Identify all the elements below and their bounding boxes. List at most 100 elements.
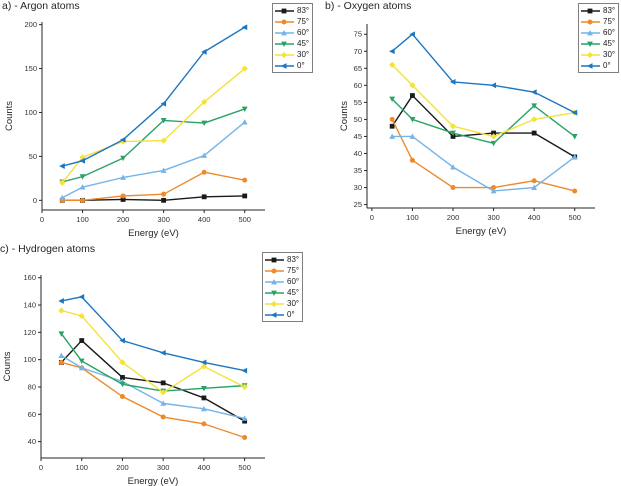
- svg-text:100: 100: [76, 215, 89, 224]
- marker-triangle-down: [531, 103, 538, 109]
- chart-argon-atoms: a) - Argon atoms 0 100 200 300 400 500 0 50 100 1…: [0, 0, 321, 243]
- svg-text:150: 150: [24, 64, 37, 73]
- marker-triangle-left: [160, 349, 166, 356]
- series-line-75°: [61, 361, 245, 439]
- legend-label: 0°: [603, 61, 611, 70]
- marker-triangle-down: [490, 140, 497, 147]
- marker-square: [161, 197, 167, 203]
- marker-square: [587, 8, 593, 13]
- marker-triangle-down: [271, 290, 277, 296]
- series-line-45°: [62, 108, 245, 183]
- legend-item-60°: 60°: [275, 27, 309, 38]
- marker-triangle-down: [119, 381, 126, 388]
- marker-circle: [201, 169, 207, 175]
- legend-label: 60°: [603, 28, 616, 37]
- legend-item-45°: 45°: [265, 287, 299, 298]
- marker-triangle-left: [280, 62, 287, 69]
- series-line-75°: [391, 119, 575, 192]
- marker-triangle-left: [201, 48, 207, 55]
- marker-triangle-down: [409, 117, 416, 123]
- marker-diamond: [241, 65, 248, 72]
- marker-triangle-down: [201, 385, 207, 392]
- svg-text:0: 0: [370, 213, 374, 222]
- marker-circle: [389, 116, 395, 122]
- legend-argon: 83° 75° 60° 45° 30° 0°: [272, 3, 314, 73]
- marker-diamond: [531, 116, 538, 123]
- legend-item-0°: 0°: [581, 60, 615, 71]
- marker-triangle-up: [59, 194, 66, 201]
- svg-text:400: 400: [198, 215, 211, 224]
- marker-diamond: [201, 98, 208, 106]
- marker-triangle-up: [389, 133, 396, 139]
- svg-text:60: 60: [28, 410, 36, 419]
- svg-text:45: 45: [354, 132, 362, 141]
- marker-diamond: [119, 359, 126, 366]
- svg-text:120: 120: [23, 328, 36, 337]
- svg-text:65: 65: [354, 64, 362, 73]
- legend-label: 60°: [287, 277, 300, 286]
- svg-text:80: 80: [28, 382, 36, 391]
- marker-triangle-down: [160, 117, 167, 124]
- svg-text:500: 500: [238, 463, 251, 472]
- marker-circle: [587, 19, 593, 24]
- legend-label: 0°: [297, 61, 305, 70]
- marker-triangle-left: [200, 359, 207, 366]
- legend-item-0°: 0°: [265, 309, 299, 320]
- marker-triangle-down: [587, 41, 593, 47]
- legend-item-75°: 75°: [265, 265, 299, 276]
- legend-label: 83°: [297, 6, 310, 15]
- marker-square: [201, 395, 207, 401]
- marker-diamond: [160, 389, 167, 396]
- marker-square: [79, 338, 85, 343]
- marker-diamond: [78, 312, 85, 320]
- svg-text:500: 500: [238, 215, 251, 224]
- marker-circle: [450, 185, 456, 191]
- legend-item-30°: 30°: [581, 49, 615, 60]
- marker-triangle-down: [120, 155, 126, 162]
- marker-triangle-down: [281, 41, 287, 47]
- x-axis-label: Energy (eV): [128, 476, 179, 486]
- marker-circle: [531, 178, 537, 184]
- series-line-30°: [61, 68, 246, 184]
- series-line-60°: [392, 135, 576, 192]
- svg-text:60: 60: [354, 81, 362, 90]
- marker-triangle-up: [450, 164, 456, 170]
- marker-triangle-up: [409, 133, 416, 139]
- marker-square: [450, 134, 456, 139]
- series-line-30°: [391, 64, 575, 138]
- legend-label: 75°: [297, 17, 310, 26]
- marker-square: [389, 123, 395, 129]
- svg-text:70: 70: [354, 47, 362, 56]
- marker-triangle-left: [241, 367, 248, 374]
- svg-text:160: 160: [23, 273, 36, 282]
- marker-triangle-down: [450, 130, 456, 137]
- marker-square: [120, 197, 126, 202]
- marker-triangle-left: [270, 311, 277, 318]
- marker-triangle-left: [59, 163, 65, 169]
- chart-title-hydrogen: c) - Hydrogen atoms: [0, 243, 96, 255]
- series-line-0°: [62, 26, 246, 167]
- chart-title-oxygen: b) - Oxygen atoms: [325, 0, 412, 12]
- marker-triangle-left: [79, 157, 86, 164]
- marker-triangle-left: [490, 82, 497, 89]
- legend-item-83°: 83°: [265, 254, 299, 265]
- legend-label: 45°: [287, 288, 300, 297]
- marker-circle: [160, 414, 166, 420]
- legend-item-30°: 30°: [265, 298, 299, 309]
- marker-diamond: [241, 383, 248, 391]
- marker-square: [281, 8, 287, 13]
- marker-triangle-up: [201, 152, 208, 158]
- marker-square: [410, 93, 415, 98]
- marker-circle: [271, 268, 277, 273]
- series-line-83°: [60, 339, 245, 422]
- marker-triangle-up: [531, 184, 538, 190]
- marker-triangle-down: [58, 331, 65, 337]
- y-axis-label: Counts: [4, 101, 15, 131]
- marker-circle: [491, 185, 497, 191]
- marker-triangle-up: [120, 174, 126, 180]
- chart-oxygen-atoms: b) - Oxygen atoms 0 100 200 300 400 500 25 30 35…: [310, 0, 621, 243]
- marker-triangle-up: [79, 184, 86, 190]
- marker-diamond: [200, 363, 208, 370]
- svg-text:100: 100: [23, 355, 36, 364]
- legend-hydrogen: 83° 75° 60° 45° 30° 0°: [262, 252, 304, 322]
